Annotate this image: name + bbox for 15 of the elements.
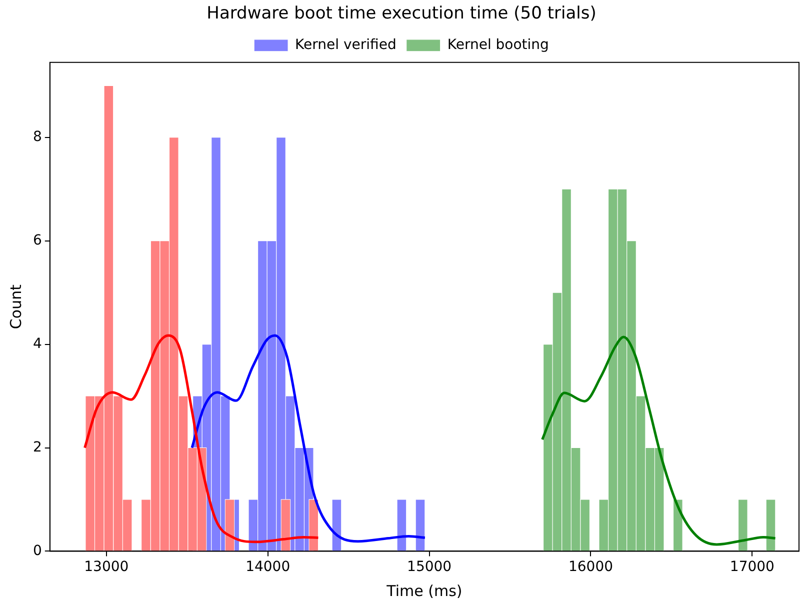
x-axis-title: Time (ms) — [386, 582, 462, 600]
x-tick-label: 14000 — [246, 559, 290, 576]
y-tick-label: 2 — [32, 439, 42, 456]
legend-label: Kernel booting — [447, 37, 549, 54]
y-tick-label: 4 — [32, 336, 42, 352]
x-tick-label: 15000 — [407, 559, 452, 576]
x-tick-label: 17000 — [730, 559, 774, 576]
chart-title: Hardware boot time execution time (50 trials) — [206, 4, 596, 24]
x-tick-label: 13000 — [84, 559, 129, 576]
y-tick-label: 8 — [32, 129, 42, 146]
y-axis-title: Count — [6, 284, 25, 330]
y-tick-label: 6 — [32, 232, 42, 248]
legend-label: Kernel verified — [295, 37, 396, 54]
x-tick-label: 16000 — [568, 559, 614, 576]
y-tick-label: 0 — [32, 542, 42, 559]
